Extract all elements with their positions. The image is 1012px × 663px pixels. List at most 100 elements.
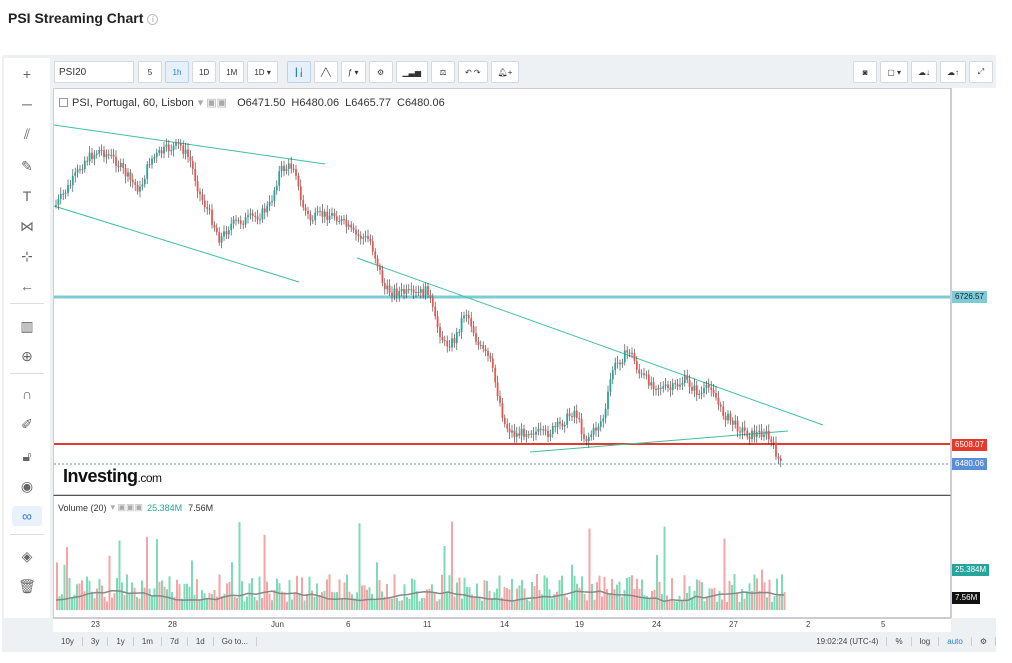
volume-bar [723,538,726,610]
layers-icon[interactable]: ◈ [21,547,33,564]
volume-bar [563,594,566,610]
volume-bar [461,598,463,610]
volume-bar [768,579,771,610]
volume-bar [716,601,718,610]
settings-icon[interactable]: ⚙ [972,636,996,646]
eye-icon[interactable]: ◉ [20,477,34,494]
range-7d[interactable]: 7d [162,636,188,646]
candle-body [525,434,528,437]
link-icon[interactable]: ∞ [12,506,42,526]
volume-bar [593,599,596,610]
volume-bar [388,597,391,610]
cloud-download-icon[interactable]: ☁↓ [911,61,937,83]
volume-bar [151,596,153,610]
candle-body [554,426,557,428]
trash-icon[interactable]: 🗑︎ [18,577,36,594]
volume-bar [731,584,733,610]
volume-bar [628,576,631,610]
volume-bar [111,597,113,610]
interval-5[interactable]: 5 [138,61,162,83]
trendline [53,205,300,283]
volume-bar [738,601,741,610]
interval-1h[interactable]: 1h [165,61,189,83]
measure-icon[interactable]: ⊹ [21,247,33,264]
log-toggle[interactable]: log [912,636,940,646]
volume-bar [463,577,466,610]
range-3y[interactable]: 3y [83,636,109,646]
bars-icon[interactable]: ▁▃▅ [395,61,428,83]
time-axis[interactable] [53,618,951,632]
candle-body [727,413,729,421]
volume-bar [268,593,271,610]
range-10y[interactable]: 10y [53,636,83,646]
range-1y[interactable]: 1y [108,636,134,646]
candle-body [487,351,489,356]
volume-bar [426,589,428,610]
interval-dropdown[interactable]: 1D ▾ [247,61,278,83]
lock-pencil-icon[interactable]: ✐ [21,415,33,432]
volume-bar [121,582,123,610]
pitchfork-icon[interactable]: ⫽ [23,125,31,142]
candle-body [671,383,674,390]
candle-body [748,436,751,440]
undo-icon[interactable]: ↶ ↷ [458,61,488,83]
settings-icon[interactable]: ⚙ [368,61,393,83]
volume-bar [543,575,546,610]
price-axis[interactable] [951,88,996,618]
candle-body [64,192,67,194]
candle-body [321,210,324,217]
candle-body [170,150,173,152]
candle-body [491,358,494,368]
camera-icon[interactable]: ◙ [853,61,878,83]
line-chart-icon[interactable]: ╱╲ [313,61,338,83]
candle-body [249,213,252,216]
candle-body [513,430,516,437]
percent-toggle[interactable]: % [887,636,912,646]
volume-bar [421,597,423,610]
range-1d[interactable]: 1d [188,636,214,646]
interval-1m[interactable]: 1M [219,61,245,83]
brush-icon[interactable]: ✎ [21,157,33,174]
volume-bar [618,581,621,610]
cloud-upload-icon[interactable]: ☁↑ [940,61,966,83]
volume-bar [531,581,533,610]
volume-bar [718,590,721,610]
volume-bar [536,574,538,610]
candles-icon[interactable]: ┃╽ [286,61,311,83]
magnet-icon[interactable]: ∩ [21,386,33,402]
candle-body [655,388,657,390]
crosshair-icon[interactable]: + [22,66,32,82]
candle-body [765,430,768,435]
pattern-icon[interactable]: ⋈ [20,217,34,234]
collapse-icon[interactable] [59,98,68,107]
volume-bar [471,594,473,610]
symbol-input[interactable] [54,61,134,83]
goto-button[interactable]: Go to... [214,636,257,646]
info-icon[interactable]: i [147,14,159,25]
text-icon[interactable]: T [22,188,32,204]
candle-body [208,208,211,210]
alert-icon[interactable]: 🔔︎+ [490,61,520,83]
candle-body [263,208,266,213]
candle-body [719,404,722,407]
forecast-icon[interactable]: ▥ [20,317,34,334]
indicators-icon[interactable]: ƒ ▾ [340,61,366,83]
auto-toggle[interactable]: auto [939,636,972,646]
arrow-left-icon[interactable]: ← [20,278,34,294]
candle-body [172,145,175,151]
volume-bar [166,589,168,610]
trendline-icon[interactable]: ─ [22,96,32,112]
price-pane[interactable] [53,88,951,495]
color-dropdown[interactable]: ▢ ▾ [880,61,908,83]
compare-icon[interactable]: ⚖ [431,61,455,83]
lock-icon[interactable]: 🔓︎ [22,447,32,464]
volume-bar [433,592,436,610]
range-1m[interactable]: 1m [134,636,162,646]
candle-body [707,384,710,388]
candle-body [381,269,384,283]
interval-1d[interactable]: 1D [192,61,217,83]
volume-bar [726,601,728,610]
zoom-icon[interactable]: ⊕ [21,347,33,364]
fullscreen-icon[interactable]: ⤢ [969,61,993,83]
candle-body [369,238,372,242]
